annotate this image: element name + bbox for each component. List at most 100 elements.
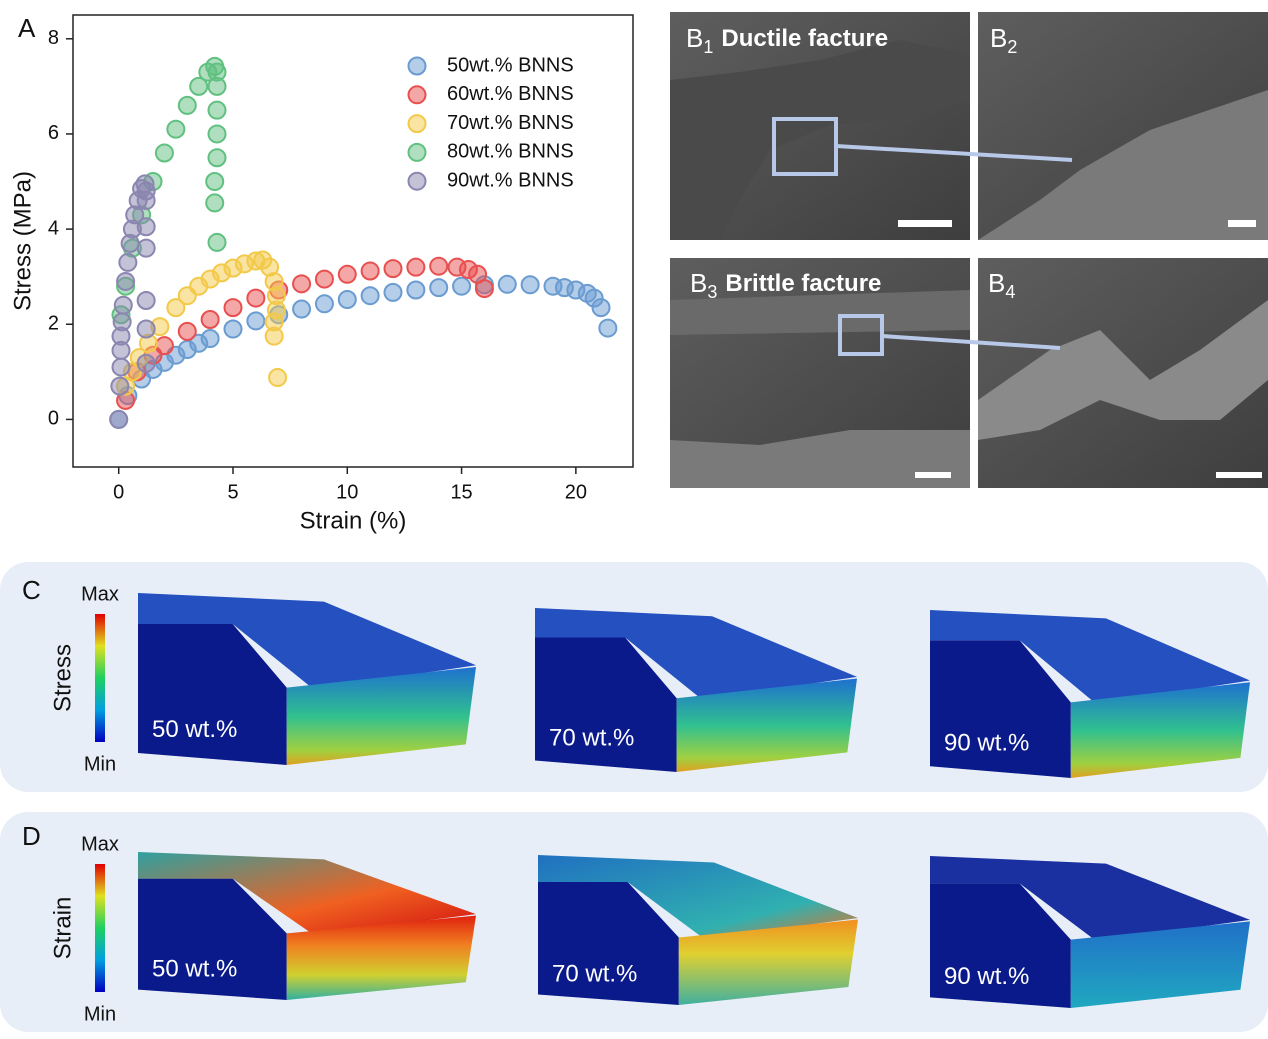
data-point bbox=[206, 173, 223, 190]
colorbar-min: Min bbox=[84, 1003, 116, 1025]
data-point bbox=[362, 287, 379, 304]
y-axis-label: Stress (MPa) bbox=[9, 171, 36, 311]
sample-label: 90 wt.% bbox=[944, 963, 1029, 990]
data-point bbox=[225, 299, 242, 316]
data-point bbox=[225, 321, 242, 338]
y-tick-label: 0 bbox=[48, 408, 59, 430]
data-point bbox=[179, 323, 196, 340]
x-tick-label: 10 bbox=[336, 481, 358, 503]
data-point bbox=[522, 276, 539, 293]
data-point bbox=[293, 301, 310, 318]
data-point bbox=[266, 328, 283, 345]
data-point bbox=[269, 369, 286, 386]
data-point bbox=[209, 78, 226, 95]
y-tick-label: 2 bbox=[48, 313, 59, 335]
simulation-blocks: 50 wt.% 70 wt.% 90 wt.% 50 wt.% 70 wt.% 90 wt… bbox=[138, 593, 1250, 1008]
data-point bbox=[110, 411, 127, 428]
data-point bbox=[599, 320, 616, 337]
legend-label: 70wt.% BNNS bbox=[447, 112, 574, 134]
data-point bbox=[202, 330, 219, 347]
scale-bar bbox=[898, 220, 952, 227]
chart: 0 5 10 15 20 0 2 4 6 8 Strain (%) Stress (MPa) 50wt.… bbox=[9, 15, 633, 534]
data-point bbox=[156, 144, 173, 161]
x-axis-label: Strain (%) bbox=[300, 507, 407, 534]
data-point bbox=[138, 292, 155, 309]
legend-label: 90wt.% BNNS bbox=[447, 169, 574, 191]
data-point bbox=[316, 271, 333, 288]
data-point bbox=[385, 260, 402, 277]
data-point bbox=[362, 262, 379, 279]
sample-label: 70 wt.% bbox=[552, 960, 637, 987]
panel-label: C bbox=[22, 575, 41, 605]
colorbar bbox=[95, 864, 105, 992]
colorbar-min: Min bbox=[84, 753, 116, 775]
data-point bbox=[316, 295, 333, 312]
sample-label: 50 wt.% bbox=[152, 716, 237, 743]
data-point bbox=[499, 276, 516, 293]
y-tick-label: 8 bbox=[48, 27, 59, 49]
data-point bbox=[209, 149, 226, 166]
data-point bbox=[339, 291, 356, 308]
x-tick-label: 5 bbox=[227, 481, 238, 503]
data-point bbox=[385, 284, 402, 301]
data-point bbox=[111, 378, 128, 395]
sample-label: 50 wt.% bbox=[152, 956, 237, 983]
x-tick-label: 15 bbox=[450, 481, 472, 503]
x-tick-label: 0 bbox=[113, 481, 124, 503]
data-point bbox=[206, 194, 223, 211]
data-point bbox=[209, 234, 226, 251]
data-point bbox=[293, 275, 310, 292]
y-tick-label: 4 bbox=[48, 217, 59, 239]
data-point bbox=[179, 97, 196, 114]
data-point bbox=[113, 359, 130, 376]
legend-marker bbox=[409, 144, 426, 161]
data-point bbox=[247, 290, 264, 307]
data-point bbox=[138, 218, 155, 235]
scale-bar bbox=[1216, 472, 1262, 478]
colorbar-max: Max bbox=[81, 833, 119, 855]
data-point bbox=[115, 297, 132, 314]
data-point bbox=[407, 282, 424, 299]
scale-bar bbox=[1228, 220, 1256, 227]
legend-marker bbox=[409, 86, 426, 103]
y-tick-label: 6 bbox=[48, 122, 59, 144]
data-point bbox=[202, 311, 219, 328]
data-point bbox=[117, 273, 134, 290]
data-point bbox=[593, 299, 610, 316]
legend-marker bbox=[409, 58, 426, 75]
figure: A 0 5 10 15 20 0 2 4 6 8 Strain (%) Stress (MPa) 50w… bbox=[0, 0, 1268, 1034]
scale-bar bbox=[915, 472, 951, 478]
data-point bbox=[209, 102, 226, 119]
data-point bbox=[430, 258, 447, 275]
data-point bbox=[119, 254, 136, 271]
colorbar-max: Max bbox=[81, 583, 119, 605]
data-point bbox=[453, 278, 470, 295]
sample-label: 70 wt.% bbox=[549, 725, 634, 752]
legend-marker bbox=[409, 173, 426, 190]
data-point bbox=[138, 192, 155, 209]
quantity-label: Stress bbox=[49, 644, 76, 712]
colorbar bbox=[95, 614, 105, 742]
data-point bbox=[138, 240, 155, 257]
data-point bbox=[430, 279, 447, 296]
data-point bbox=[476, 280, 493, 297]
x-tick-label: 20 bbox=[565, 481, 587, 503]
data-point bbox=[167, 121, 184, 138]
panel-label: A bbox=[18, 13, 36, 43]
legend-label: 50wt.% BNNS bbox=[447, 54, 574, 76]
data-point bbox=[339, 266, 356, 283]
data-point bbox=[138, 355, 155, 372]
legend-label: 60wt.% BNNS bbox=[447, 83, 574, 105]
legend-marker bbox=[409, 115, 426, 132]
data-point bbox=[247, 312, 264, 329]
data-point bbox=[114, 313, 131, 330]
data-point bbox=[407, 259, 424, 276]
sample-label: 90 wt.% bbox=[944, 730, 1029, 757]
panel-label: D bbox=[22, 821, 41, 851]
data-point bbox=[138, 321, 155, 338]
quantity-label: Strain bbox=[49, 897, 76, 960]
data-point bbox=[209, 125, 226, 142]
data-point bbox=[156, 337, 173, 354]
legend-label: 80wt.% BNNS bbox=[447, 141, 574, 163]
